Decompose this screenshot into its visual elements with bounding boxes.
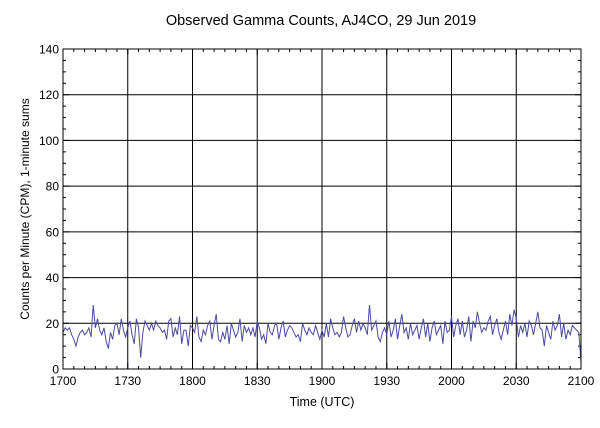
x-tick-label: 2100 xyxy=(568,374,595,388)
x-tick-label: 1830 xyxy=(244,374,271,388)
x-tick-label: 2000 xyxy=(438,374,465,388)
plot-frame xyxy=(62,48,582,370)
x-axis-label: Time (UTC) xyxy=(290,395,355,409)
y-tick-label: 0 xyxy=(52,363,59,377)
series-line-gamma-counts xyxy=(62,304,582,363)
y-tick-label: 80 xyxy=(46,180,60,194)
x-tick-label: 1730 xyxy=(114,374,141,388)
y-tick-label: 120 xyxy=(39,88,59,102)
x-tick-labels: 1700 1730 1800 1830 1900 1930 2000 2030 2100 xyxy=(50,374,595,388)
chart-title: Observed Gamma Counts, AJ4CO, 29 Jun 201… xyxy=(166,13,476,29)
y-tick-label: 20 xyxy=(46,317,60,331)
y-tick-label: 60 xyxy=(46,225,60,239)
y-axis-label: Counts per Minute (CPM), 1-minute sums xyxy=(18,98,32,319)
y-tick-label: 100 xyxy=(39,134,59,148)
x-tick-label: 1700 xyxy=(50,374,77,388)
x-tick-label: 2030 xyxy=(503,374,530,388)
y-tick-labels: 0 20 40 60 80 100 120 140 xyxy=(39,43,59,377)
grid-lines xyxy=(63,49,581,369)
x-tick-label: 1800 xyxy=(179,374,206,388)
x-tick-label: 1930 xyxy=(373,374,400,388)
x-tick-label: 1900 xyxy=(309,374,336,388)
y-tick-label: 140 xyxy=(39,43,59,57)
y-tick-label: 40 xyxy=(46,271,60,285)
